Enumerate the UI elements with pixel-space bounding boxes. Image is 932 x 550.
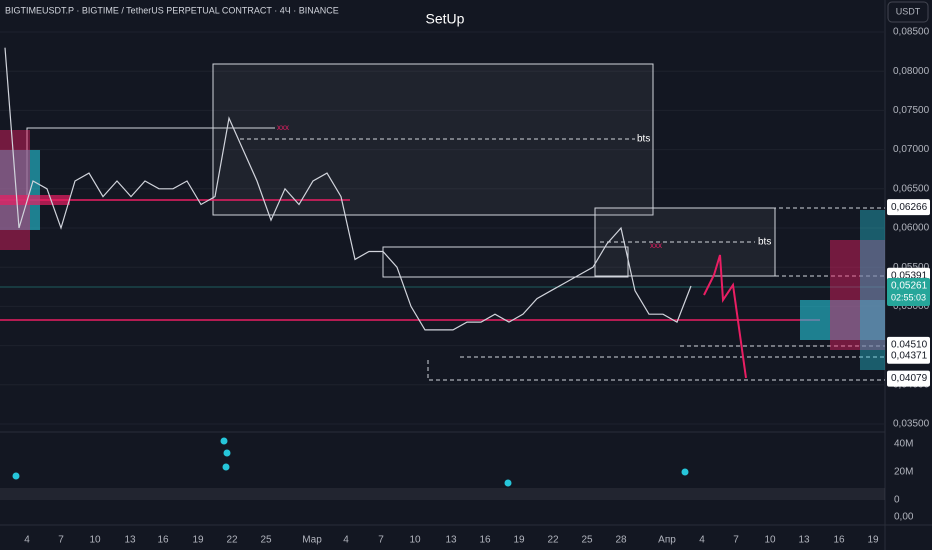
countdown: 02:55:03 (891, 292, 926, 302)
last-price-tag (887, 277, 930, 306)
price-tick: 0,07500 (893, 105, 930, 116)
date-label: 7 (378, 535, 384, 546)
date-label: Мар (302, 535, 322, 546)
price-tag (887, 199, 930, 216)
price-tag-label: 0,04079 (891, 373, 928, 384)
price-tag-label: 0,04371 (891, 350, 928, 361)
annotation: xxx (277, 123, 289, 132)
date-label: 19 (867, 535, 879, 546)
price-tick: 0,06000 (893, 223, 930, 234)
date-label: 10 (764, 535, 776, 546)
date-label: 25 (260, 535, 272, 546)
volume-markers (0, 437, 885, 500)
date-label: 16 (833, 535, 845, 546)
currency-button[interactable] (887, 1, 929, 23)
drawing-title: SetUp (426, 11, 465, 27)
price-tag-label: 0,06266 (891, 202, 928, 213)
date-label: 7 (58, 535, 64, 546)
annotation: xxx (650, 241, 662, 250)
date-label: 13 (798, 535, 810, 546)
volume-tick: 40M (894, 439, 913, 450)
dashed-level (427, 360, 885, 381)
price-tick: 0,07000 (893, 144, 930, 155)
last-price-label: 0,05261 (891, 281, 928, 292)
date-label: 4 (343, 535, 349, 546)
volume-tick: 0,00 (894, 512, 914, 523)
date-label: 10 (89, 535, 101, 546)
price-tag-label: 0,05391 (891, 270, 928, 281)
currency-label[interactable]: USDT (896, 6, 921, 16)
symbol-header: BIGTIMEUSDT.P · BIGTIME / TetherUS PERPE… (5, 5, 339, 15)
date-label: 13 (124, 535, 136, 546)
price-tick: 0,06500 (893, 183, 930, 194)
date-label: 19 (513, 535, 525, 546)
price-tick: 0,08500 (893, 27, 930, 38)
price-tag (887, 370, 930, 387)
date-label: 25 (581, 535, 593, 546)
date-label: 7 (733, 535, 739, 546)
volume-tick: 20M (894, 467, 913, 478)
date-label: Апр (658, 535, 676, 546)
date-label: 16 (157, 535, 169, 546)
date-label: 22 (547, 535, 559, 546)
volume-profile (0, 130, 885, 370)
price-tick: 0,08000 (893, 66, 930, 77)
price-tag (887, 347, 930, 364)
price-line (4, 47, 692, 331)
date-label: 22 (226, 535, 238, 546)
date-label: 19 (192, 535, 204, 546)
date-label: 4 (24, 535, 30, 546)
projection-path (703, 254, 747, 379)
date-label: 13 (445, 535, 457, 546)
date-label: 4 (699, 535, 705, 546)
price-tick: 0,03500 (893, 419, 930, 430)
annotation: bts (758, 237, 771, 248)
volume-tick: 0 (894, 495, 900, 506)
date-label: 10 (409, 535, 421, 546)
date-label: 28 (615, 535, 627, 546)
grid (0, 31, 885, 425)
price-tick: 0,05500 (893, 262, 930, 273)
annotation: bts (637, 134, 650, 145)
price-tag-label: 0,04510 (891, 339, 928, 350)
price-tick: 0,05000 (893, 301, 930, 312)
date-label: 16 (479, 535, 491, 546)
